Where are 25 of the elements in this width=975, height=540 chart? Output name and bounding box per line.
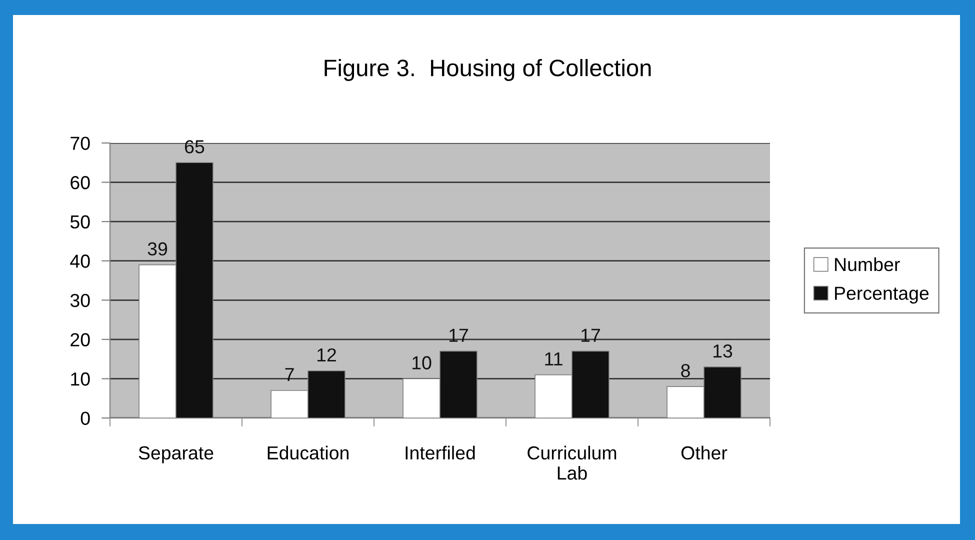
- x-tick-label: Interfiled: [406, 446, 475, 460]
- legend-label: Number: [835, 257, 900, 272]
- data-label: 11: [545, 352, 562, 366]
- x-tick-label: Other: [681, 446, 728, 460]
- x-tick-label: Curriculum Lab: [528, 446, 616, 480]
- data-label: 13: [713, 344, 732, 358]
- data-label: 8: [681, 364, 690, 378]
- chart-title: Figure 3. Housing of Collection: [324, 58, 651, 82]
- y-tick-label: 50: [70, 215, 90, 229]
- data-label: 65: [185, 140, 204, 154]
- data-label: 39: [148, 242, 168, 256]
- y-tick-label: 40: [70, 254, 90, 268]
- data-label: 17: [449, 328, 468, 342]
- legend-label: Percentage: [835, 286, 929, 304]
- y-tick-label: 30: [70, 294, 90, 308]
- y-tick-label: 10: [71, 372, 90, 386]
- y-tick-label: 60: [70, 176, 90, 190]
- data-label: 12: [317, 348, 336, 362]
- x-tick-label: Separate: [138, 446, 214, 464]
- data-label: 10: [412, 356, 432, 370]
- x-tick-label: Education: [268, 446, 348, 460]
- y-tick-label: 0: [80, 412, 90, 425]
- data-label: 17: [581, 328, 600, 342]
- y-tick-label: 20: [70, 333, 90, 346]
- y-tick-label: 70: [70, 136, 90, 150]
